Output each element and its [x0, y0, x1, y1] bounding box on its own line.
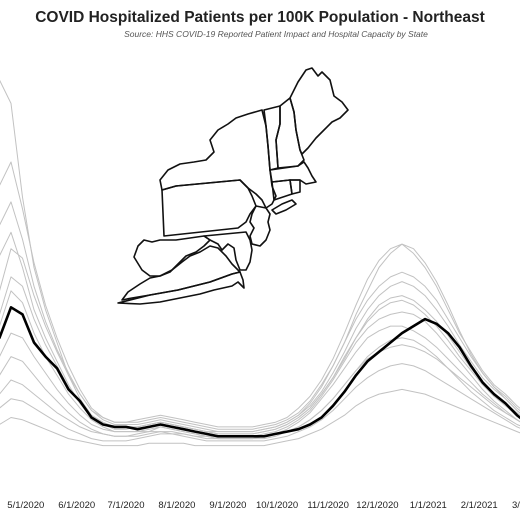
map-state-long-island — [271, 199, 297, 215]
series-line-state-9 — [0, 248, 520, 430]
x-tick-label: 6/1/2020 — [58, 500, 95, 511]
series-line-state-8 — [0, 388, 520, 447]
series-line-state-11 — [0, 337, 520, 440]
series-line-state-5 — [0, 325, 520, 440]
series-line-state-2 — [0, 161, 520, 428]
x-tick-label: 11/1/2020 — [307, 500, 349, 511]
x-tick-label: 2/1/2021 — [461, 500, 498, 511]
chart-title: COVID Hospitalized Patients per 100K Pop… — [35, 9, 485, 26]
map-state-maine — [289, 67, 349, 155]
map-state-delaware-maryland — [203, 231, 253, 271]
map-state-rhode-island — [289, 179, 301, 195]
x-tick-label: 7/1/2020 — [108, 500, 145, 511]
series-line-state-10 — [0, 201, 520, 433]
x-axis: 5/1/2020 6/1/2020 7/1/2020 8/1/2020 9/1/2020… — [7, 500, 520, 511]
series-layer — [0, 79, 520, 447]
x-tick-label: 1/1/2021 — [410, 500, 447, 511]
x-tick-label: 5/1/2020 — [7, 500, 44, 511]
series-line-state-4 — [0, 290, 520, 437]
x-tick-label: 9/1/2020 — [209, 500, 246, 511]
x-tick-label: 8/1/2020 — [158, 500, 195, 511]
x-tick-label: 10/1/2020 — [256, 500, 298, 511]
northeast-map — [117, 67, 349, 305]
chart-subtitle: Source: HHS COVID-19 Reported Patient Im… — [124, 29, 428, 39]
map-state-new-hampshire — [275, 97, 305, 169]
map-state-connecticut — [271, 179, 293, 201]
series-line-state-7 — [0, 363, 520, 442]
x-tick-label: 12/1/2020 — [356, 500, 398, 511]
series-line-northeast — [0, 305, 520, 438]
series-line-state-1 — [0, 79, 520, 433]
x-tick-label: 3/1/20 — [512, 500, 520, 511]
map-state-new-york — [159, 109, 277, 209]
map-state-virginia — [121, 245, 241, 301]
map-state-new-jersey — [249, 205, 271, 247]
map-state-pennsylvania — [161, 179, 257, 237]
series-line-state-12 — [0, 276, 520, 435]
